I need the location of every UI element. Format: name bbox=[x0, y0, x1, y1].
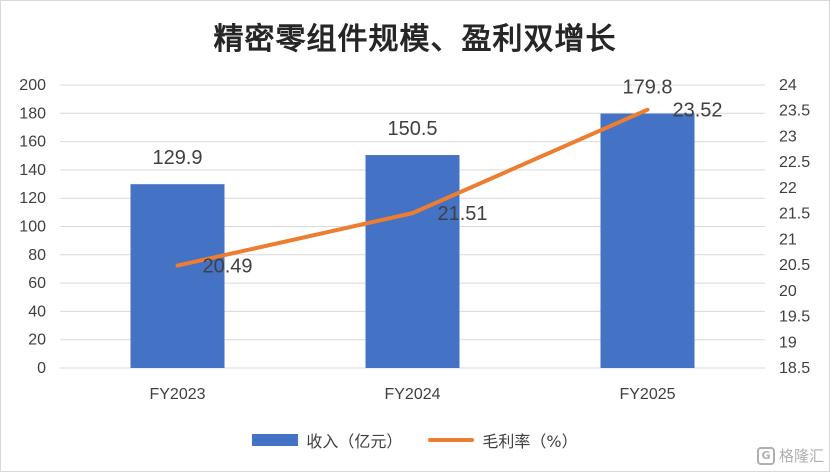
line-data-label: 23.52 bbox=[673, 100, 723, 122]
right-tick-label: 20 bbox=[779, 283, 797, 300]
right-tick-label: 22 bbox=[779, 180, 797, 197]
x-tick-label: FY2023 bbox=[149, 386, 205, 403]
legend-swatch-revenue bbox=[252, 434, 299, 446]
bar bbox=[365, 155, 460, 368]
watermark: G 格隆汇 bbox=[756, 445, 824, 466]
right-tick-label: 19 bbox=[779, 334, 797, 351]
left-tick-label: 140 bbox=[19, 162, 46, 179]
bar bbox=[600, 113, 695, 368]
bar-data-label: 129.9 bbox=[152, 147, 202, 169]
right-tick-label: 22.5 bbox=[779, 154, 810, 171]
left-tick-label: 100 bbox=[19, 219, 46, 236]
glh-logo-icon: G bbox=[756, 446, 775, 465]
right-tick-label: 23.5 bbox=[779, 103, 810, 120]
bar bbox=[130, 184, 225, 368]
chart-title: 精密零组件规模、盈利双增长 bbox=[213, 22, 617, 57]
legend-item-margin: 毛利率（%） bbox=[428, 428, 578, 452]
left-tick-label: 0 bbox=[37, 360, 46, 377]
right-tick-label: 19.5 bbox=[779, 309, 810, 326]
right-tick-label: 21.5 bbox=[779, 206, 810, 223]
legend-item-revenue: 收入（亿元） bbox=[252, 428, 402, 452]
left-tick-label: 60 bbox=[28, 275, 46, 292]
left-tick-label: 40 bbox=[28, 303, 46, 320]
left-tick-label: 180 bbox=[19, 105, 46, 122]
legend-label-margin: 毛利率（%） bbox=[482, 432, 578, 451]
legend-swatch-margin bbox=[428, 438, 475, 442]
chart-legend: 收入（亿元） 毛利率（%） bbox=[0, 428, 830, 452]
bar-data-label: 150.5 bbox=[387, 118, 437, 140]
left-tick-label: 80 bbox=[28, 247, 46, 264]
left-tick-label: 160 bbox=[19, 134, 46, 151]
right-tick-label: 24 bbox=[779, 77, 797, 94]
watermark-text: 格隆汇 bbox=[778, 447, 824, 465]
left-tick-label: 120 bbox=[19, 190, 46, 207]
right-tick-label: 20.5 bbox=[779, 257, 810, 274]
right-tick-label: 23 bbox=[779, 128, 797, 145]
left-tick-label: 20 bbox=[28, 332, 46, 349]
x-tick-label: FY2024 bbox=[384, 386, 440, 403]
left-tick-label: 200 bbox=[19, 77, 46, 94]
line-data-label: 21.51 bbox=[438, 203, 488, 225]
bar-data-label: 179.8 bbox=[622, 77, 672, 99]
right-tick-label: 18.5 bbox=[779, 360, 810, 377]
legend-label-revenue: 收入（亿元） bbox=[306, 432, 403, 451]
right-tick-label: 21 bbox=[779, 231, 797, 248]
x-tick-label: FY2025 bbox=[619, 386, 675, 403]
line-data-label: 20.49 bbox=[203, 256, 253, 278]
